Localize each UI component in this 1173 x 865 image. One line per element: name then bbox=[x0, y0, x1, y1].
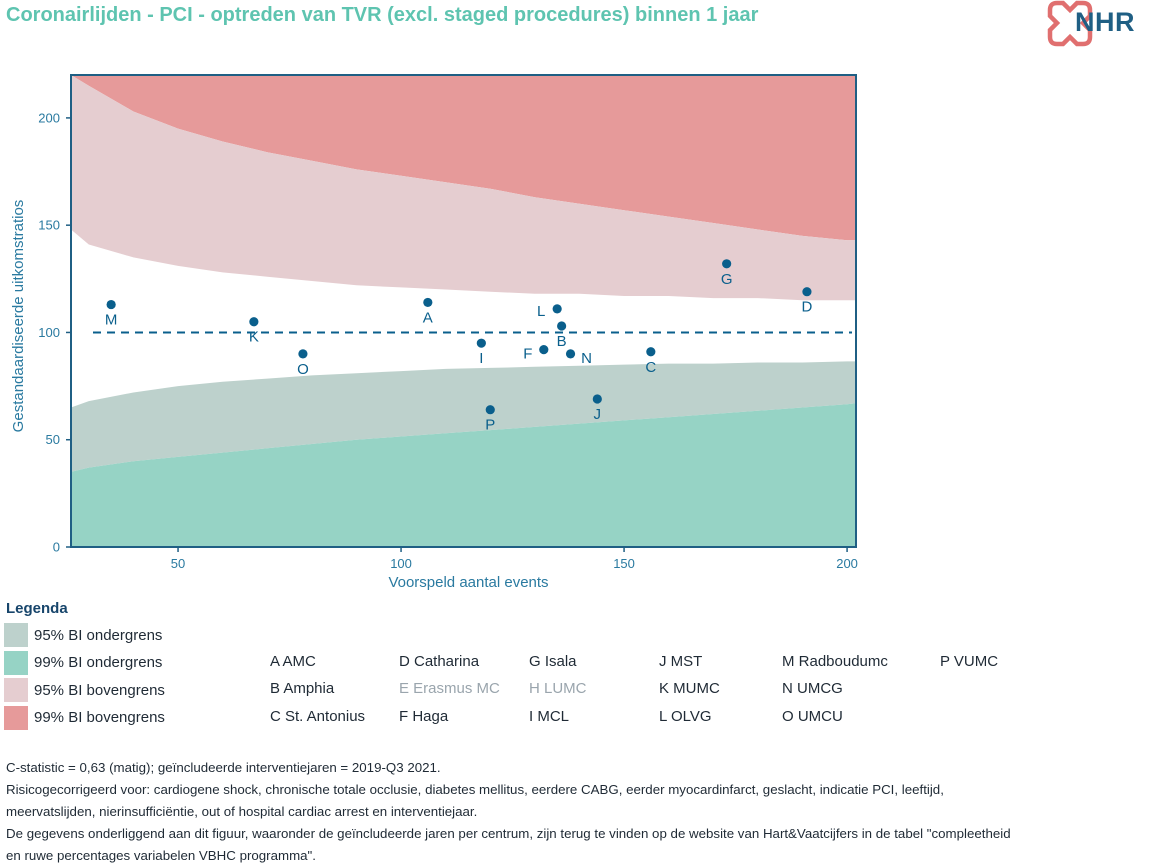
footnote-source-cont: en ruwe percentages variabelen VBHC prog… bbox=[6, 848, 316, 863]
data-label-n: N bbox=[581, 350, 592, 367]
legend-centre: M Radboudumc bbox=[782, 653, 888, 670]
legend-label: 95% BI ondergrens bbox=[34, 626, 163, 644]
y-tick-label: 100 bbox=[38, 325, 60, 340]
data-point-d[interactable] bbox=[802, 287, 812, 297]
legend-label: 95% BI bovengrens bbox=[34, 681, 165, 699]
data-point-j[interactable] bbox=[592, 394, 602, 404]
legend-item: 99% BI ondergrens bbox=[4, 650, 163, 675]
x-tick-label: 200 bbox=[836, 556, 858, 571]
x-axis-label: Voorspeld aantal events bbox=[388, 574, 548, 591]
band-95-upper bbox=[71, 75, 856, 301]
legend-label: 99% BI ondergrens bbox=[34, 654, 163, 671]
footnote-risk-adjustment-cont: meervatslijden, nierinsufficiëntie, out … bbox=[6, 804, 478, 819]
band-99-lower bbox=[71, 403, 856, 547]
data-label-f: F bbox=[523, 346, 532, 363]
x-tick-label: 150 bbox=[613, 556, 635, 571]
legend-centre: I MCL bbox=[529, 708, 570, 725]
data-label-p: P bbox=[485, 417, 495, 434]
data-point-k[interactable] bbox=[249, 317, 259, 327]
legend-centre: D Catharina bbox=[399, 653, 480, 670]
data-point-f[interactable] bbox=[539, 345, 549, 355]
data-label-o: O bbox=[297, 361, 309, 378]
legend-swatch bbox=[4, 650, 28, 675]
legend-centre: E Erasmus MC bbox=[399, 680, 500, 697]
data-label-j: J bbox=[594, 406, 602, 423]
y-tick-label: 50 bbox=[46, 432, 60, 447]
legend-item: 95% BI ondergrens bbox=[4, 623, 162, 647]
legend-centre: J MST bbox=[659, 653, 703, 670]
data-point-c[interactable] bbox=[646, 347, 656, 357]
data-label-d: D bbox=[802, 299, 813, 316]
data-label-c: C bbox=[645, 359, 656, 376]
data-point-p[interactable] bbox=[485, 405, 495, 415]
band-99-upper bbox=[71, 75, 856, 241]
footnote-c-statistic: C-statistic = 0,63 (matig); geïncludeerd… bbox=[6, 760, 441, 775]
page-title: Coronairlijden - PCI - optreden van TVR … bbox=[6, 4, 759, 26]
legend-label: 99% BI bovengrens bbox=[34, 709, 165, 726]
legend-centre: A AMC bbox=[270, 653, 316, 670]
data-point-b[interactable] bbox=[557, 321, 567, 331]
data-label-k: K bbox=[249, 329, 259, 346]
legend-centre: L OLVG bbox=[659, 708, 712, 725]
data-label-a: A bbox=[423, 309, 433, 326]
legend-centre: C St. Antonius bbox=[270, 708, 366, 725]
data-point-o[interactable] bbox=[298, 349, 308, 359]
legend-centre: K MUMC bbox=[659, 680, 720, 697]
legend-centre: O UMCU bbox=[782, 708, 843, 725]
legend-swatch bbox=[4, 705, 28, 730]
legend-centre: H LUMC bbox=[529, 680, 587, 697]
x-tick-label: 50 bbox=[171, 556, 185, 571]
band-95-lower bbox=[71, 361, 856, 472]
footnote-source: De gegevens onderliggend aan dit figuur,… bbox=[6, 826, 1011, 841]
data-point-n[interactable] bbox=[565, 349, 576, 359]
data-point-i[interactable] bbox=[476, 338, 486, 348]
legend-swatch bbox=[4, 623, 28, 647]
legend-item: 99% BI bovengrens bbox=[4, 705, 165, 730]
legend-centre: N UMCG bbox=[782, 680, 843, 697]
legend-heading: Legenda bbox=[6, 600, 68, 617]
x-tick-label: 100 bbox=[390, 556, 412, 571]
data-point-a[interactable] bbox=[423, 297, 433, 308]
legend-centre: G Isala bbox=[529, 653, 577, 670]
data-label-g: G bbox=[721, 271, 733, 288]
nhr-logo-icon bbox=[1047, 0, 1093, 47]
scatter-chart: 50 100 150 200 0 50 100 150 200 Voorspeld aantal … bbox=[10, 74, 858, 591]
logo-text: NHR bbox=[1075, 7, 1135, 37]
plot-frame bbox=[70, 74, 857, 548]
footnote-risk-adjustment: Risicogecorrigeerd voor: cardiogene shoc… bbox=[6, 782, 944, 797]
y-axis-label: Gestandaardiseerde uitkomstratios bbox=[10, 200, 27, 433]
data-point-l[interactable] bbox=[552, 304, 562, 314]
y-tick-label: 150 bbox=[38, 218, 60, 233]
data-point-g[interactable] bbox=[722, 259, 732, 269]
data-label-l: L bbox=[537, 303, 545, 320]
y-tick-label: 0 bbox=[53, 540, 60, 555]
data-label-m: M bbox=[105, 312, 118, 329]
data-label-b: B bbox=[557, 333, 567, 350]
legend-centre: B Amphia bbox=[270, 680, 335, 697]
data-point-m[interactable] bbox=[106, 299, 116, 310]
legend-centre: F Haga bbox=[399, 708, 449, 725]
data-label-i: I bbox=[479, 350, 483, 367]
legend-swatch bbox=[4, 678, 28, 702]
legend-item: 95% BI bovengrens bbox=[4, 678, 165, 702]
legend-centre: P VUMC bbox=[940, 653, 999, 670]
y-tick-label: 200 bbox=[38, 110, 60, 125]
